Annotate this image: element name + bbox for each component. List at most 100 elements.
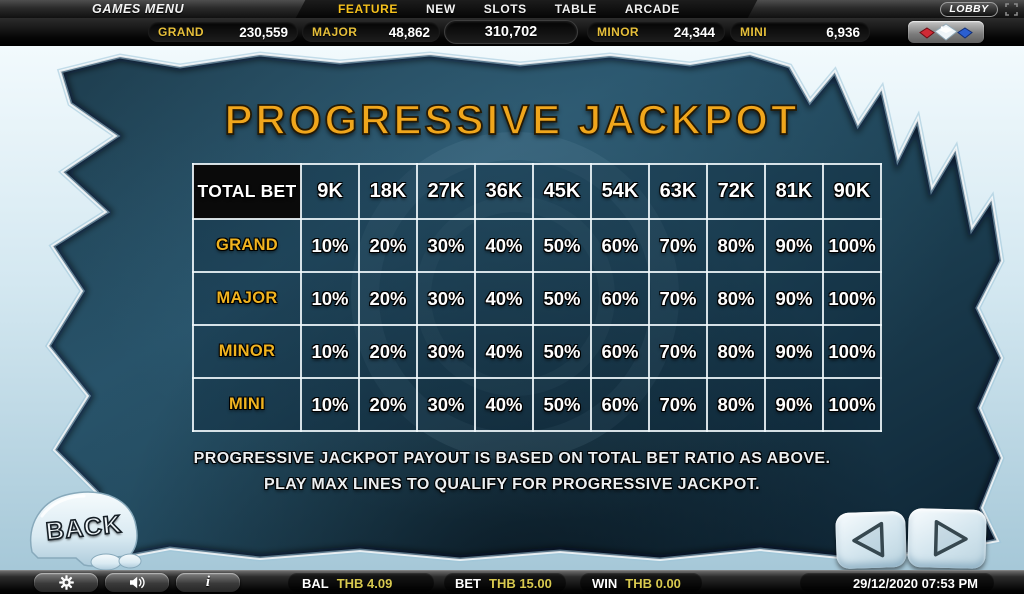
payout-percent-cell: 90%	[764, 218, 824, 273]
bet-column-header: 63K	[648, 163, 708, 220]
bet-value: THB 15.00	[489, 575, 552, 591]
table-row: MINOR 10% 20% 30% 40% 50% 60% 70% 80% 90% 100%	[192, 324, 882, 379]
settings-button[interactable]	[34, 573, 98, 592]
payout-percent-cell: 50%	[532, 271, 592, 326]
table-corner-header: TOTAL BET	[192, 163, 302, 220]
payout-percent-cell: 20%	[358, 377, 418, 432]
menu-item-table[interactable]: TABLE	[554, 2, 597, 16]
games-menu-label: GAMES MENU	[92, 2, 185, 16]
payout-percent-cell: 40%	[474, 324, 534, 379]
payout-percent-cell: 70%	[648, 271, 708, 326]
jackpot-major: MAJOR 48,862	[302, 22, 440, 42]
bet-segment	[444, 573, 566, 592]
payout-percent-cell: 20%	[358, 218, 418, 273]
jackpot-mini: MINI 6,936	[730, 22, 870, 42]
payout-percent-cell: 60%	[590, 324, 650, 379]
sound-button[interactable]	[105, 573, 169, 592]
payout-percent-cell: 80%	[706, 377, 766, 432]
jackpot-table: TOTAL BET 9K 18K 27K 36K 45K 54K 63K 72K 81K 90K GR…	[192, 163, 882, 432]
menu-items: FEATURE NEW SLOTS TABLE ARCADE	[338, 0, 680, 18]
payout-percent-cell: 30%	[416, 271, 476, 326]
bet-column-header: 36K	[474, 163, 534, 220]
payout-percent-cell: 50%	[532, 324, 592, 379]
tier-row-label: MINOR	[192, 324, 302, 379]
jackpot-mini-value: 6,936	[826, 24, 860, 40]
jackpot-minor-label: MINOR	[597, 25, 639, 39]
menu-item-new[interactable]: NEW	[425, 2, 456, 16]
payout-percent-cell: 90%	[764, 324, 824, 379]
info-icon: i	[205, 574, 211, 590]
payout-percent-cell: 10%	[300, 377, 360, 432]
payout-percent-cell: 60%	[590, 377, 650, 432]
jackpot-grand-value: 230,559	[239, 24, 288, 40]
bet-group: BET THB 15.00	[455, 571, 552, 594]
bet-column-header: 72K	[706, 163, 766, 220]
jackpot-mini-label: MINI	[740, 25, 767, 39]
payout-percent-cell: 70%	[648, 218, 708, 273]
page-title: PROGRESSIVE JACKPOT	[224, 95, 800, 144]
payout-percent-cell: 10%	[300, 218, 360, 273]
bet-column-header: 27K	[416, 163, 476, 220]
payout-percent-cell: 30%	[416, 218, 476, 273]
payout-percent-cell: 40%	[474, 271, 534, 326]
bet-column-header: 9K	[300, 163, 360, 220]
fullscreen-icon[interactable]	[1005, 3, 1018, 16]
payout-percent-cell: 20%	[358, 324, 418, 379]
payout-percent-cell: 100%	[822, 377, 882, 432]
payout-percent-cell: 10%	[300, 271, 360, 326]
payout-percent-cell: 80%	[706, 218, 766, 273]
payout-percent-cell: 50%	[532, 218, 592, 273]
win-value: THB 0.00	[625, 575, 681, 591]
next-page-button[interactable]	[907, 507, 987, 570]
jackpot-ticker-bar: GRAND 230,559 MAJOR 48,862 310,702 MINOR…	[0, 18, 1024, 46]
diamonds-jackpot-button[interactable]	[908, 21, 984, 43]
bal-value: THB 4.09	[336, 575, 393, 591]
menu-item-arcade[interactable]: ARCADE	[624, 2, 680, 16]
table-row: MINI 10% 20% 30% 40% 50% 60% 70% 80% 90% 100%	[192, 377, 882, 432]
jackpot-minor-value: 24,344	[673, 24, 715, 40]
tier-row-label: GRAND	[192, 218, 302, 273]
payout-percent-cell: 10%	[300, 324, 360, 379]
diamonds-icon	[919, 23, 973, 41]
ice-rock	[30, 491, 142, 571]
bet-label: BET	[455, 575, 481, 591]
payout-percent-cell: 60%	[590, 218, 650, 273]
payout-percent-cell: 80%	[706, 271, 766, 326]
back-button[interactable]: BACK	[18, 486, 152, 571]
tier-row-label: MINI	[192, 377, 302, 432]
payout-percent-cell: 20%	[358, 271, 418, 326]
win-group: WIN THB 0.00	[592, 571, 681, 594]
payout-percent-cell: 80%	[706, 324, 766, 379]
bet-column-header: 90K	[822, 163, 882, 220]
bet-column-header: 45K	[532, 163, 592, 220]
payout-percent-cell: 50%	[532, 377, 592, 432]
payout-percent-cell: 100%	[822, 218, 882, 273]
payout-percent-cell: 70%	[648, 377, 708, 432]
payout-percent-cell: 40%	[474, 377, 534, 432]
bet-column-header: 18K	[358, 163, 418, 220]
left-arrow-icon	[852, 521, 885, 558]
menu-item-feature[interactable]: FEATURE	[338, 2, 398, 16]
menu-item-slots[interactable]: SLOTS	[483, 2, 527, 16]
payout-percent-cell: 40%	[474, 218, 534, 273]
win-label: WIN	[592, 575, 618, 591]
win-segment	[580, 573, 702, 592]
gear-icon	[58, 575, 74, 590]
bet-column-header: 54K	[590, 163, 650, 220]
bet-column-header: 81K	[764, 163, 824, 220]
footnote-line-2: PLAY MAX LINES TO QUALIFY FOR PROGRESSIV…	[264, 476, 760, 493]
lobby-button[interactable]: LOBBY	[940, 2, 998, 17]
info-button[interactable]: i	[176, 573, 240, 592]
jackpot-major-value: 48,862	[388, 24, 430, 40]
payout-percent-cell: 90%	[764, 271, 824, 326]
right-arrow-icon	[933, 519, 968, 557]
prev-page-button[interactable]	[835, 510, 907, 570]
jackpot-main-value: 310,702	[484, 24, 538, 40]
jackpot-major-label: MAJOR	[312, 25, 358, 39]
main-stage: PROGRESSIVE JACKPOT TOTAL BET 9K 18K 27K 36K…	[0, 46, 1024, 571]
payout-percent-cell: 100%	[822, 271, 882, 326]
jackpot-main: 310,702	[444, 20, 578, 44]
status-bar: i BAL THB 4.09 BET THB 15.00 WIN THB 0.0…	[0, 570, 1024, 594]
jackpot-grand-label: GRAND	[158, 25, 204, 39]
